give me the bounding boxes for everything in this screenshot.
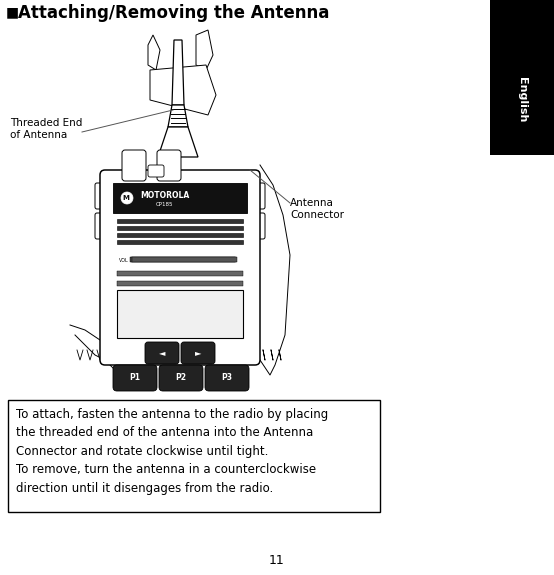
Text: VOL: VOL [119,259,129,263]
Text: CP185: CP185 [156,202,174,208]
Text: ►: ► [195,348,201,358]
FancyBboxPatch shape [95,213,109,239]
Bar [131,257,236,262]
FancyBboxPatch shape [159,365,203,391]
Text: English: English [517,77,527,122]
Bar [117,219,243,223]
Polygon shape [172,40,184,105]
Text: Antenna
Connector: Antenna Connector [290,198,344,220]
Bar [113,183,247,213]
Polygon shape [196,30,213,70]
Text: P3: P3 [222,374,233,382]
FancyBboxPatch shape [122,150,146,181]
Text: To attach, fasten the antenna to the radio by placing
the threaded end of the an: To attach, fasten the antenna to the rad… [16,408,329,495]
FancyBboxPatch shape [145,342,179,364]
Bar [117,240,243,244]
FancyBboxPatch shape [148,165,164,177]
Polygon shape [158,127,198,157]
FancyBboxPatch shape [157,150,181,181]
Bar [117,233,243,237]
Bar [117,271,243,276]
FancyBboxPatch shape [251,183,265,209]
Bar [117,281,243,286]
Text: MOTOROLA: MOTOROLA [140,190,189,200]
Text: ◄: ◄ [159,348,165,358]
Bar [8,400,380,512]
Text: ■: ■ [6,5,19,19]
Text: Threaded End
of Antenna: Threaded End of Antenna [10,118,83,140]
FancyBboxPatch shape [113,365,157,391]
FancyBboxPatch shape [100,170,260,365]
Text: P1: P1 [130,374,141,382]
FancyBboxPatch shape [251,213,265,239]
Text: P2: P2 [176,374,187,382]
Bar [130,257,235,262]
FancyBboxPatch shape [95,183,109,209]
Bar [117,226,243,230]
Text: Attaching/Removing the Antenna: Attaching/Removing the Antenna [18,4,330,22]
Text: M: M [122,195,130,201]
FancyBboxPatch shape [181,342,215,364]
Bar [490,0,554,155]
Bar [117,290,243,338]
Bar [132,257,237,262]
FancyBboxPatch shape [205,365,249,391]
Polygon shape [148,35,160,70]
Text: 11: 11 [269,554,285,566]
Polygon shape [168,105,188,127]
Polygon shape [150,65,216,115]
Ellipse shape [121,192,133,204]
